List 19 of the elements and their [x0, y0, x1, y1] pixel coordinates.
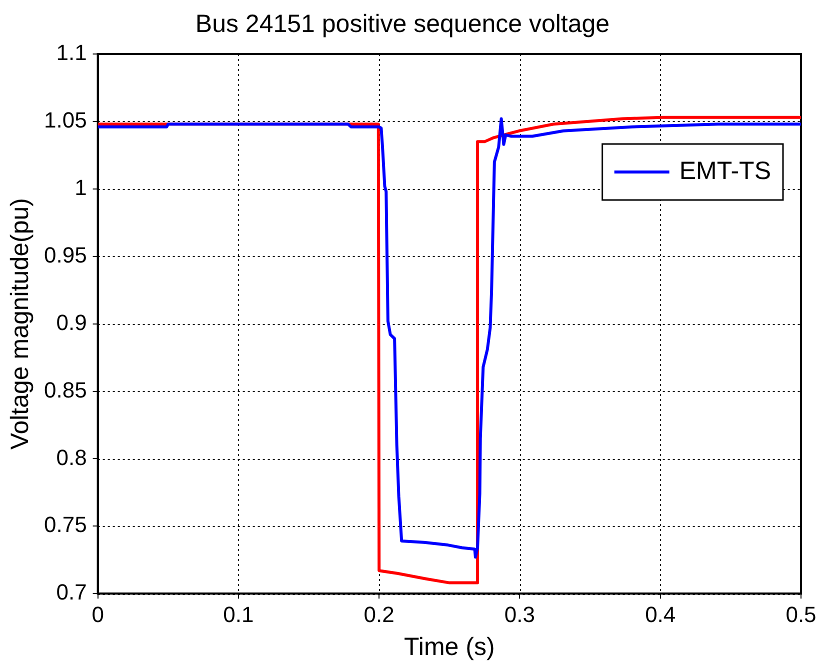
y-axis-title: Voltage magnitude(pu) [6, 198, 34, 450]
x-tick-label: 0.5 [786, 602, 816, 627]
y-tick-label: 1.05 [44, 108, 87, 133]
x-tick-label: 0.2 [364, 602, 394, 627]
y-tick-label: 0.9 [56, 310, 87, 335]
y-tick-label: 1 [74, 174, 87, 200]
x-tick-label: 0.3 [504, 602, 536, 627]
x-axis-title: Time (s) [404, 632, 495, 661]
chart-title: Bus 24151 positive sequence voltage [195, 10, 610, 38]
legend-label: EMT-TS [679, 156, 772, 185]
x-tick-label: 0 [92, 602, 104, 627]
y-tick-label: 0.85 [44, 377, 87, 402]
y-tick-label: 0.75 [44, 512, 87, 538]
y-tick-label: 0.95 [44, 242, 87, 268]
y-tick-label: 0.7 [56, 580, 87, 605]
y-tick-label: 1.1 [56, 40, 87, 66]
x-tick-label: 0.1 [223, 602, 254, 627]
y-tick-label: 0.8 [56, 444, 87, 470]
x-tick-label: 0.4 [645, 602, 676, 627]
